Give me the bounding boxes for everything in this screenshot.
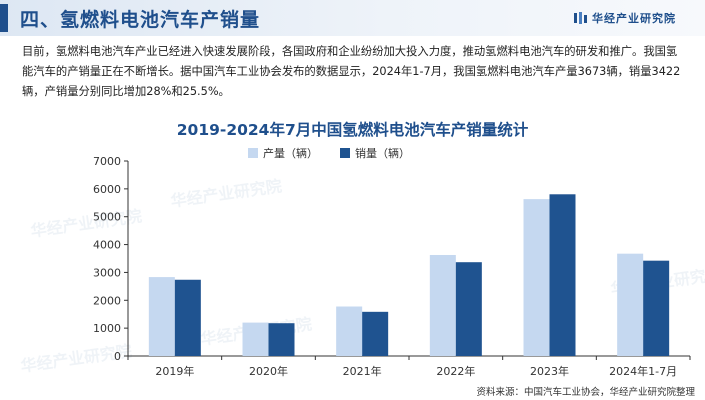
bar-sales xyxy=(174,279,201,356)
x-tick-label: 2024年1-7月 xyxy=(609,364,677,378)
legend-item-sales: 销量（辆） xyxy=(340,145,410,161)
bar-sales xyxy=(549,194,576,356)
source-note: 资料来源：中国汽车工业协会，华经产业研究院整理 xyxy=(476,387,695,398)
x-tick-label: 2021年 xyxy=(343,364,382,378)
bar-production xyxy=(429,254,456,356)
bar-production xyxy=(617,253,644,356)
legend-item-production: 产量（辆） xyxy=(248,145,318,161)
bar-sales xyxy=(268,323,295,356)
legend-label-production: 产量（辆） xyxy=(263,147,318,160)
y-tick-label: 3000 xyxy=(93,266,121,279)
brand-name: 华经产业研究院 xyxy=(592,12,676,25)
legend-swatch-sales xyxy=(340,148,350,158)
x-tick-label: 2022年 xyxy=(436,364,475,378)
y-tick-label: 5000 xyxy=(93,211,121,224)
y-tick-label: 2000 xyxy=(93,294,121,307)
x-tick-label: 2019年 xyxy=(155,364,194,378)
legend-label-sales: 销量（辆） xyxy=(355,147,410,160)
bar-sales xyxy=(643,260,670,356)
chart-title: 2019-2024年7月中国氢燃料电池汽车产销量统计 xyxy=(176,121,529,139)
intro-paragraph: 目前，氢燃料电池汽车产业已经进入快速发展阶段，各国政府和企业纷纷加大投入力度，推… xyxy=(22,45,681,98)
y-tick-label: 6000 xyxy=(93,183,121,196)
brand-logo-icon xyxy=(574,12,587,24)
y-tick-label: 7000 xyxy=(93,155,121,168)
y-tick-label: 1000 xyxy=(93,322,121,335)
chart-legend: 产量（辆） 销量（辆） xyxy=(248,146,432,160)
bar-sales xyxy=(455,262,482,356)
x-tick-label: 2020年 xyxy=(249,364,288,378)
bar-production xyxy=(242,322,269,356)
legend-swatch-production xyxy=(248,148,258,158)
bar-production xyxy=(336,306,363,356)
header-bar xyxy=(0,0,705,36)
y-tick-label: 4000 xyxy=(93,239,121,252)
x-tick-label: 2023年 xyxy=(530,364,569,378)
page-title: 四、氢燃料电池汽车产销量 xyxy=(20,9,261,31)
y-tick-label: 0 xyxy=(114,350,121,363)
bar-sales xyxy=(362,311,389,356)
bar-production xyxy=(148,277,175,356)
bar-production xyxy=(523,199,550,356)
header-accent xyxy=(0,4,8,32)
